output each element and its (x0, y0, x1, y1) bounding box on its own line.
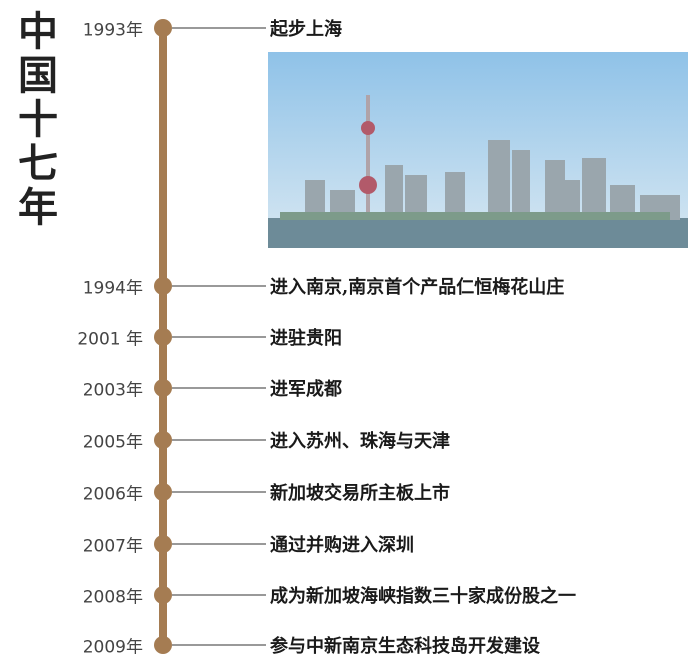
timeline-dot (154, 19, 172, 37)
timeline-dot (154, 535, 172, 553)
event-text: 成为新加坡海峡指数三十家成份股之一 (270, 582, 576, 608)
year-label: 2008年 (83, 583, 143, 608)
event-text: 进军成都 (270, 375, 342, 401)
timeline-dot (154, 483, 172, 501)
year-label: 1993年 (83, 16, 143, 41)
year-label: 2003年 (83, 376, 143, 401)
timeline-dot (154, 636, 172, 654)
timeline-dot (154, 328, 172, 346)
timeline-dot (154, 586, 172, 604)
city-photo (268, 52, 688, 248)
year-label: 2005年 (83, 428, 143, 453)
year-label: 2009年 (83, 633, 143, 658)
timeline-dot (154, 431, 172, 449)
page: 中国十七年 1993年 起步上海 1994年 进入南京,南京首个产品仁恒梅花山庄 200… (0, 0, 688, 660)
timeline-dot (154, 277, 172, 295)
year-label: 2007年 (83, 532, 143, 557)
event-text: 进驻贵阳 (270, 324, 342, 350)
event-text: 起步上海 (270, 15, 342, 41)
event-text: 进入南京,南京首个产品仁恒梅花山庄 (270, 273, 564, 299)
year-label: 2006年 (83, 480, 143, 505)
event-text: 参与中新南京生态科技岛开发建设 (270, 632, 540, 658)
year-label: 1994年 (83, 274, 143, 299)
event-text: 新加坡交易所主板上市 (270, 479, 450, 505)
event-text: 进入苏州、珠海与天津 (270, 427, 450, 453)
event-text: 通过并购进入深圳 (270, 531, 414, 557)
timeline-dot (154, 379, 172, 397)
title: 中国十七年 (12, 10, 56, 230)
year-label: 2001 年 (77, 325, 143, 350)
